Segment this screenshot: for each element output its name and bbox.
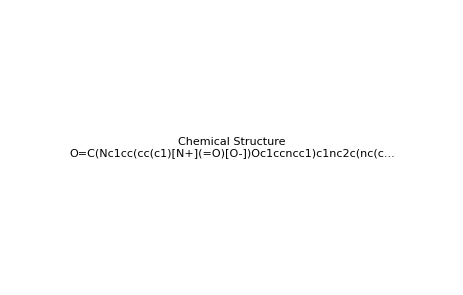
Text: Chemical Structure
O=C(Nc1cc(cc(c1)[N+](=O)[O-])Oc1ccncc1)c1nc2c(nc(c...: Chemical Structure O=C(Nc1cc(cc(c1)[N+](… (69, 137, 394, 158)
